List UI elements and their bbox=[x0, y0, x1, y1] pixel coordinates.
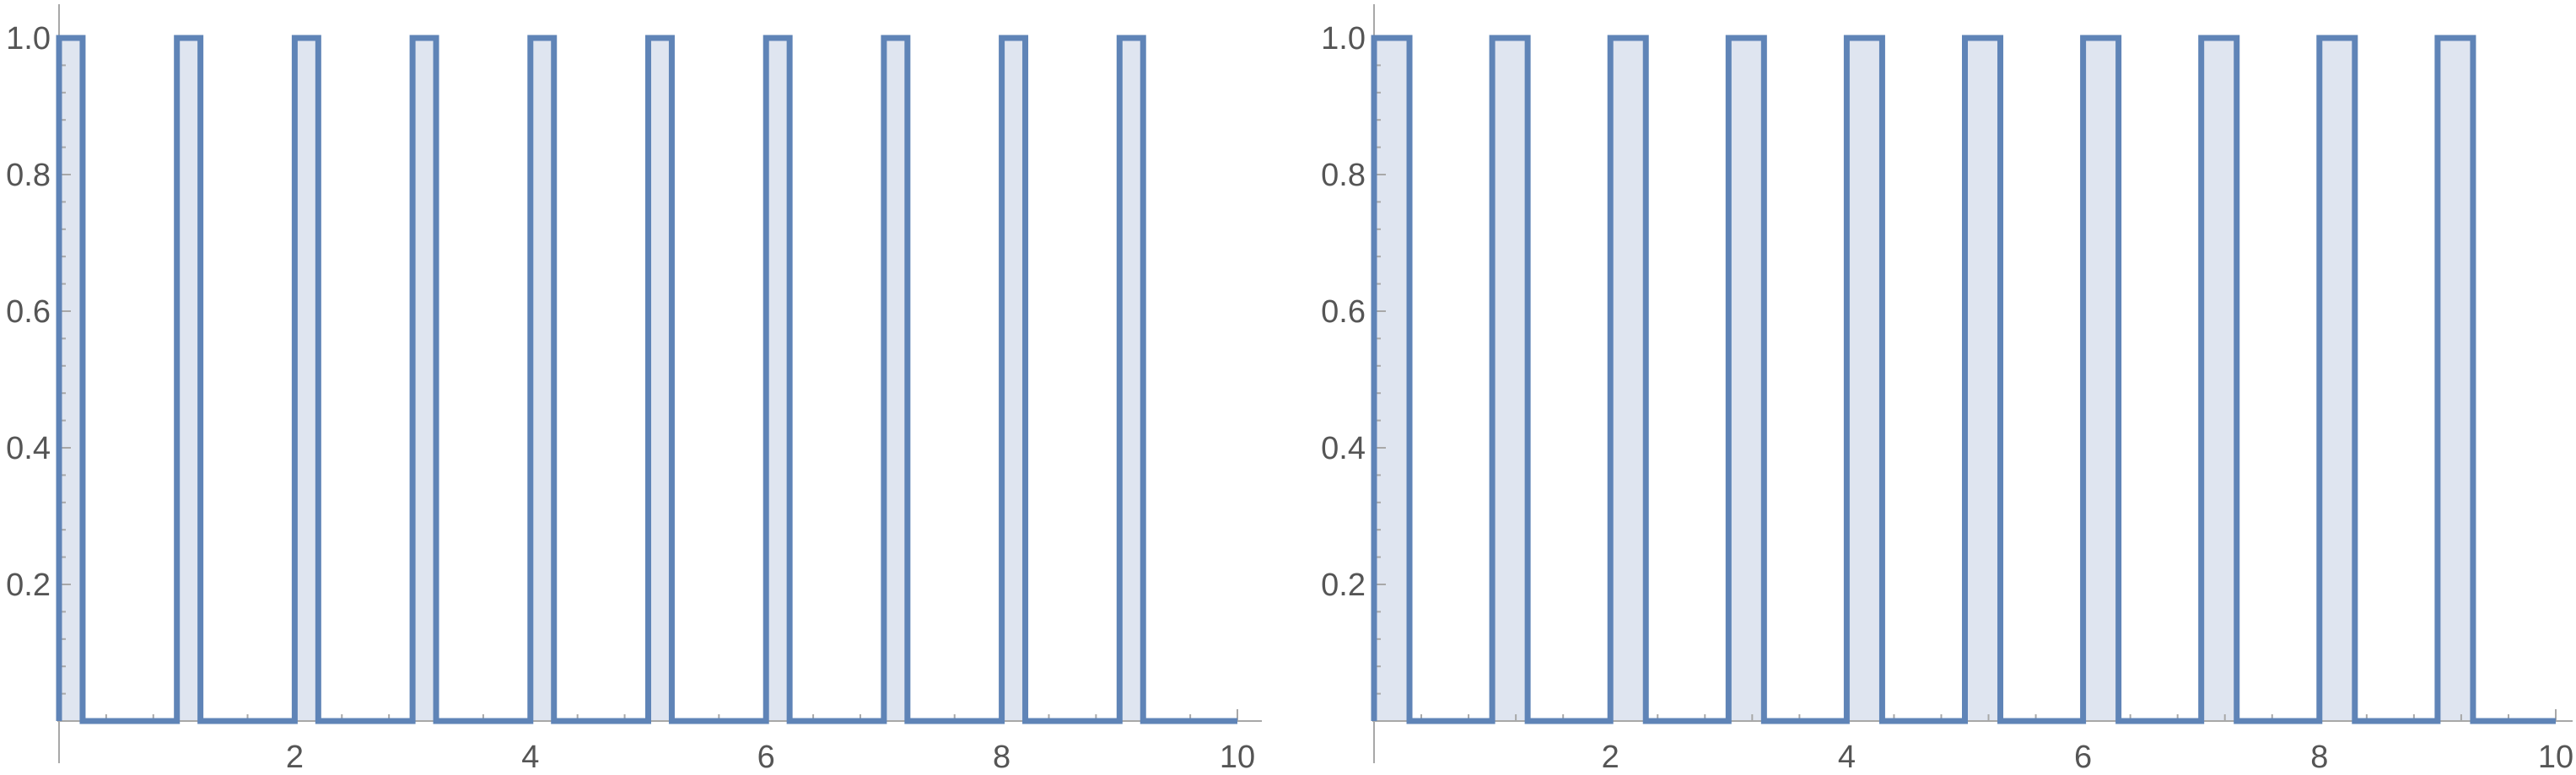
x-tick-label: 10 bbox=[2538, 740, 2573, 775]
x-tick-label: 4 bbox=[1838, 740, 1856, 775]
pulse-fill-7 bbox=[2201, 38, 2237, 721]
y-tick-label: 0.8 bbox=[1321, 158, 1366, 193]
pulse-fill-9 bbox=[2438, 38, 2473, 721]
pulse-fill-8 bbox=[2320, 38, 2355, 721]
pulse-fill-9 bbox=[1119, 38, 1143, 721]
pulse-fill-6 bbox=[2083, 38, 2119, 721]
x-tick-label: 8 bbox=[993, 740, 1010, 775]
x-tick-label: 8 bbox=[2310, 740, 2328, 775]
x-tick-label: 2 bbox=[1602, 740, 1619, 775]
right-pulse-chart: 2 4 6 8 10 0.2 0.4 0.6 0.8 1.0 bbox=[1321, 4, 2573, 775]
x-tick-label: 10 bbox=[1220, 740, 1255, 775]
pulse-fill-2 bbox=[294, 38, 318, 721]
pulse-fill-0 bbox=[1374, 38, 1409, 721]
x-tick-label: 6 bbox=[757, 740, 775, 775]
left-pulse-chart: 2 4 6 8 10 0.2 0.4 0.6 0.8 1.0 bbox=[6, 4, 1262, 775]
y-tick-label: 0.2 bbox=[1321, 568, 1366, 603]
pulse-fill-1 bbox=[177, 38, 201, 721]
x-tick-label: 2 bbox=[286, 740, 304, 775]
pulse-fill-3 bbox=[412, 38, 436, 721]
y-tick-label: 0.6 bbox=[6, 294, 51, 330]
y-tick-label: 0.4 bbox=[1321, 431, 1366, 466]
y-tick-label: 0.8 bbox=[6, 158, 51, 193]
x-tick-label: 4 bbox=[521, 740, 539, 775]
pulse-fill-2 bbox=[1610, 38, 1646, 721]
y-tick-label: 0.2 bbox=[6, 568, 51, 603]
pulse-fill-4 bbox=[1846, 38, 1882, 721]
pulse-fill-0 bbox=[59, 38, 83, 721]
pulse-series-line bbox=[59, 38, 1237, 721]
pulse-fill-5 bbox=[1965, 38, 2001, 721]
pulse-fill-6 bbox=[766, 38, 790, 721]
pulse-fill-3 bbox=[1728, 38, 1764, 721]
pulse-fill-4 bbox=[531, 38, 554, 721]
y-tick-label: 1.0 bbox=[6, 21, 51, 57]
pulse-series-line bbox=[1374, 38, 2556, 721]
y-tick-label: 0.6 bbox=[1321, 294, 1366, 330]
pulse-fill-7 bbox=[884, 38, 908, 721]
y-tick-label: 1.0 bbox=[1321, 21, 1366, 57]
y-tick-label: 0.4 bbox=[6, 431, 51, 466]
pulse-fill-5 bbox=[649, 38, 672, 721]
pulse-fill-1 bbox=[1492, 38, 1528, 721]
x-tick-label: 6 bbox=[2074, 740, 2092, 775]
pulse-fill-8 bbox=[1002, 38, 1026, 721]
